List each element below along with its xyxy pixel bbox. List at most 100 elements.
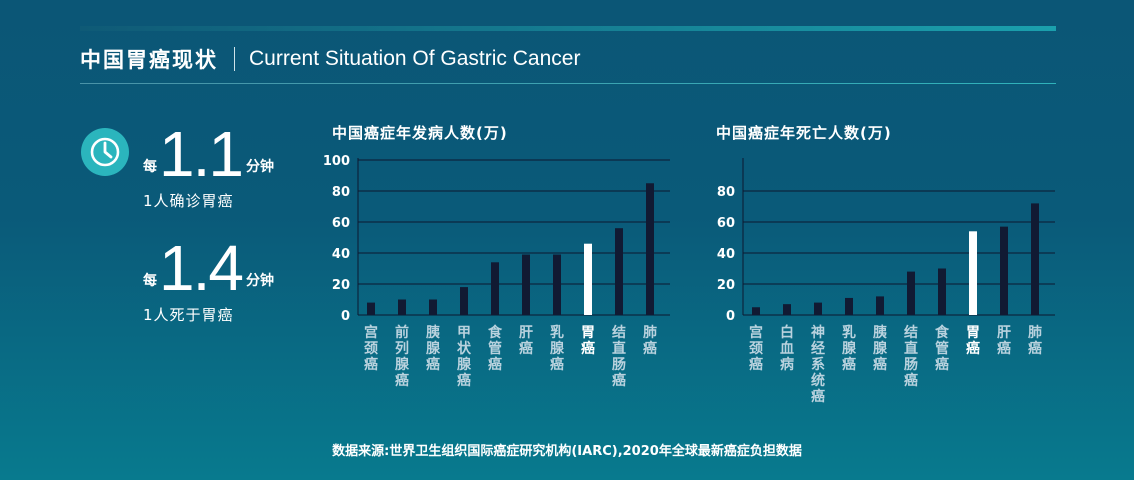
stat-unit: 分钟 (245, 273, 274, 289)
category-label: 癌 (904, 372, 918, 389)
category-label: 癌 (935, 356, 949, 373)
bar (1000, 226, 1008, 315)
category-label: 腺 (842, 340, 857, 357)
category-label: 癌 (550, 356, 564, 373)
category-label: 神 (811, 324, 825, 341)
bar (367, 302, 375, 315)
category-label: 颈 (363, 341, 378, 357)
category-label: 宫 (364, 324, 378, 341)
category-label: 直 (612, 340, 626, 357)
category-label: 癌 (749, 356, 763, 373)
category-label: 列 (395, 340, 409, 357)
y-tick-label: 60 (717, 216, 735, 231)
category-label: 食 (488, 324, 503, 341)
y-tick-label: 20 (332, 278, 350, 293)
category-label: 腺 (457, 356, 472, 373)
category-label: 乳 (550, 324, 564, 341)
category-label: 癌 (997, 340, 1011, 357)
page-subtitle: Current Situation Of Gastric Cancer (249, 47, 581, 70)
y-tick-label: 80 (717, 185, 735, 200)
category-label: 癌 (842, 356, 856, 373)
category-label: 病 (780, 356, 794, 373)
y-tick-label: 20 (717, 278, 735, 293)
category-label: 癌 (488, 356, 502, 373)
bar (938, 268, 946, 315)
incidence-chart-title: 中国癌症年发病人数(万) (332, 124, 508, 142)
category-label: 胰 (873, 324, 887, 341)
bar (907, 271, 915, 315)
bar (398, 299, 406, 315)
category-label: 癌 (643, 340, 657, 357)
category-label: 肝 (519, 325, 533, 341)
bar (814, 302, 822, 315)
bar (969, 231, 977, 315)
bar (876, 296, 884, 315)
category-label: 癌 (811, 388, 825, 405)
category-label: 癌 (395, 372, 409, 389)
bar (646, 183, 654, 315)
stat-unit: 分钟 (245, 159, 274, 175)
bar (1031, 203, 1039, 315)
category-label: 前 (395, 324, 409, 341)
category-label: 癌 (873, 356, 887, 373)
category-label: 肝 (997, 325, 1011, 341)
category-label: 系 (811, 356, 825, 373)
category-label: 食 (935, 324, 950, 341)
mortality-chart-title: 中国癌症年死亡人数(万) (716, 124, 892, 142)
category-label: 肠 (904, 357, 918, 373)
category-label: 腺 (873, 340, 888, 357)
bar (845, 297, 853, 315)
category-label: 腺 (550, 340, 565, 357)
header-underline (80, 83, 1056, 84)
category-label: 血 (780, 340, 794, 357)
page-title: 中国胃癌现状 (80, 48, 218, 72)
category-label: 结 (612, 324, 626, 341)
category-label: 腺 (395, 356, 410, 373)
bar (522, 254, 530, 315)
stat-value: 1.1 (159, 118, 244, 190)
bar (783, 304, 791, 315)
category-label: 癌 (426, 356, 440, 373)
category-label: 癌 (1028, 340, 1042, 357)
category-label: 肺 (1028, 325, 1042, 341)
title-divider (234, 47, 235, 71)
y-tick-label: 40 (717, 247, 735, 262)
category-label: 癌 (364, 356, 378, 373)
category-label: 乳 (842, 324, 856, 341)
bar (553, 254, 561, 315)
category-label: 经 (811, 340, 825, 357)
category-label: 颈 (748, 341, 763, 357)
category-label: 管 (488, 340, 502, 357)
stat-value: 1.4 (159, 232, 244, 304)
stat-prefix: 每 (143, 273, 157, 289)
category-label: 癌 (966, 340, 980, 357)
category-label: 管 (935, 340, 949, 357)
page-header: 中国胃癌现状 Current Situation Of Gastric Canc… (80, 44, 580, 74)
y-tick-label: 100 (323, 154, 350, 169)
category-label: 癌 (519, 340, 533, 357)
category-label: 癌 (457, 372, 471, 389)
category-label: 甲 (457, 325, 471, 341)
stat-description: 1人确诊胃癌 (143, 192, 234, 210)
category-label: 直 (904, 340, 918, 357)
category-label: 胰 (426, 324, 440, 341)
y-tick-label: 0 (341, 309, 350, 324)
bar (429, 299, 437, 315)
y-tick-label: 60 (332, 216, 350, 231)
data-source-note: 数据来源:世界卫生组织国际癌症研究机构(IARC),2020年全球最新癌症负担数… (332, 444, 802, 459)
category-label: 胃 (581, 325, 595, 341)
bar (491, 262, 499, 315)
y-tick-label: 80 (332, 185, 350, 200)
category-label: 状 (457, 340, 472, 357)
y-tick-label: 40 (332, 247, 350, 262)
category-label: 肠 (612, 357, 626, 373)
category-label: 宫 (749, 324, 763, 341)
category-label: 白 (780, 324, 794, 341)
clock-icon (81, 128, 129, 176)
category-label: 癌 (581, 340, 595, 357)
bar (615, 228, 623, 315)
category-label: 统 (811, 372, 825, 389)
y-tick-label: 0 (726, 309, 735, 324)
